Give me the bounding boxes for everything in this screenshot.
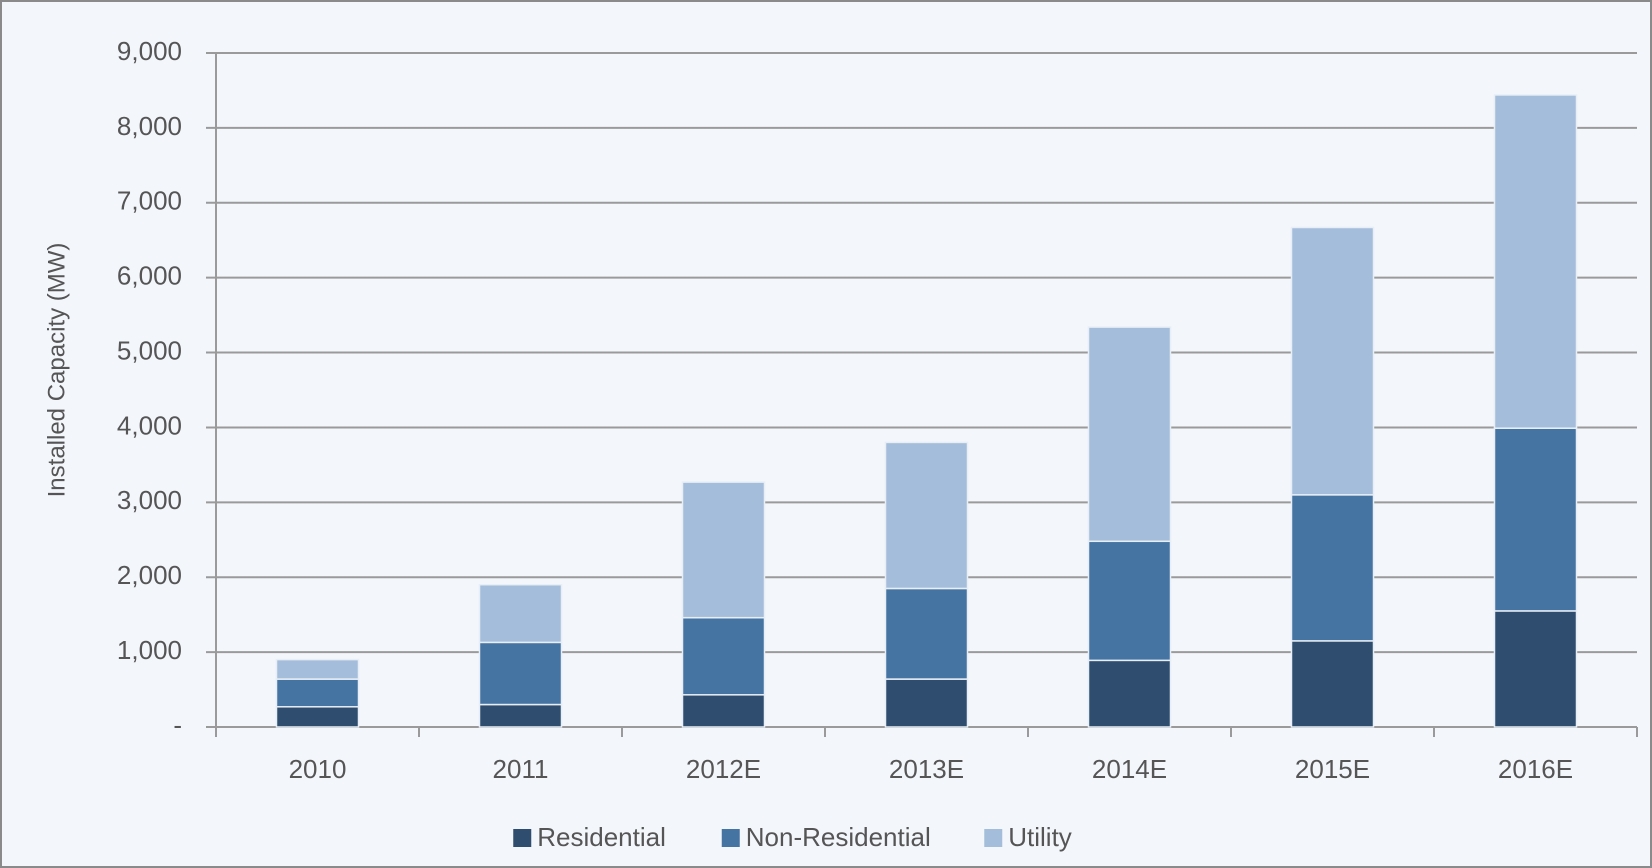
- y-tick-label: 4,000: [117, 410, 182, 440]
- legend-label: Utility: [1008, 822, 1072, 852]
- bar-segment: [681, 481, 766, 619]
- bar-segment: [1290, 494, 1375, 642]
- y-tick-label: 3,000: [117, 485, 182, 515]
- y-tick-label: 8,000: [117, 111, 182, 141]
- bar-segment: [275, 706, 360, 728]
- y-axis-title: Installed Capacity (MW): [43, 243, 70, 498]
- bar-segment: [1493, 94, 1578, 429]
- bar-segment: [275, 678, 360, 708]
- bar-segment: [1493, 610, 1578, 728]
- bar-segment: [478, 583, 563, 644]
- legend-label: Non-Residential: [746, 822, 931, 852]
- x-tick-label: 2016E: [1498, 754, 1573, 784]
- x-tick-label: 2015E: [1295, 754, 1370, 784]
- y-tick-label: 9,000: [117, 36, 182, 66]
- bar-segment: [681, 694, 766, 728]
- y-tick-label: 7,000: [117, 186, 182, 216]
- legend-label: Residential: [537, 822, 666, 852]
- bar-segment: [884, 678, 969, 728]
- y-tick-label: 2,000: [117, 560, 182, 590]
- y-tick-label: -: [173, 710, 182, 740]
- y-tick-label: 5,000: [117, 335, 182, 365]
- bar-segment: [1087, 540, 1172, 662]
- y-tick-label: 1,000: [117, 635, 182, 665]
- x-tick-label: 2014E: [1092, 754, 1167, 784]
- legend-swatch: [721, 829, 740, 847]
- bar-segment: [884, 441, 969, 590]
- bar-segment: [275, 658, 360, 680]
- legend-swatch: [513, 829, 532, 847]
- bar-segment: [1087, 326, 1172, 543]
- bar-segment: [1087, 659, 1172, 728]
- x-tick-label: 2013E: [889, 754, 964, 784]
- y-tick-label: 6,000: [117, 261, 182, 291]
- bar-segment: [478, 703, 563, 728]
- bar-segment: [884, 587, 969, 680]
- bar-segment: [1290, 226, 1375, 496]
- x-tick-label: 2011: [493, 754, 549, 784]
- bar-segment: [1493, 427, 1578, 612]
- x-tick-label: 2012E: [686, 754, 761, 784]
- bar-segment: [681, 616, 766, 696]
- bar-segment: [478, 641, 563, 706]
- bar-segment: [1290, 640, 1375, 728]
- x-tick-label: 2010: [289, 754, 347, 784]
- legend-swatch: [984, 829, 1003, 847]
